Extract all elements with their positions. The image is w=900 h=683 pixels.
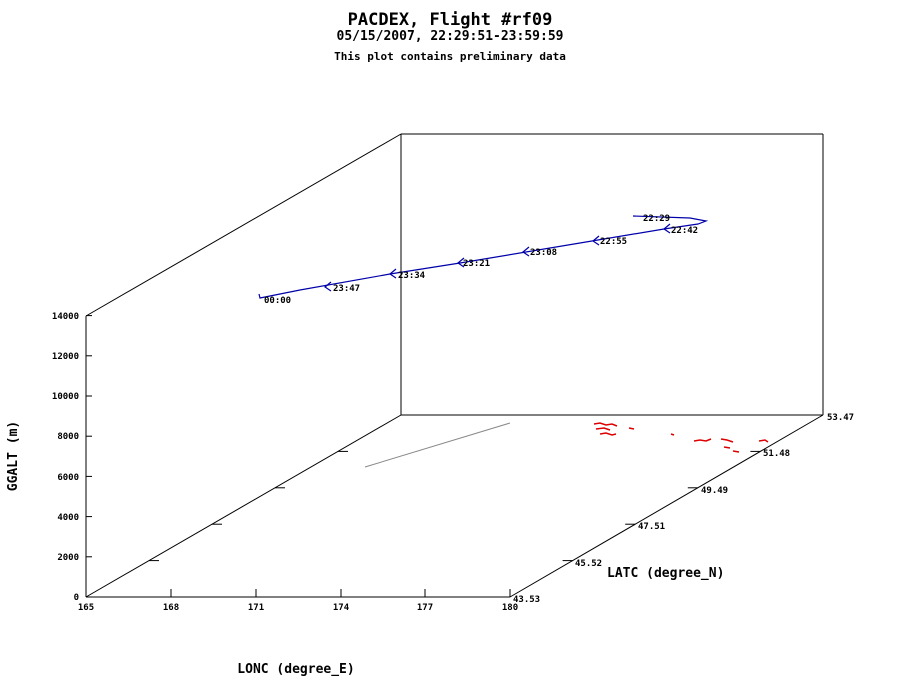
time-label-2308: 23:08: [530, 248, 557, 258]
left-top-edge: [85, 133, 402, 317]
direction-arrows: [323, 223, 671, 292]
track-arrow: [323, 281, 332, 292]
track-arrow: [591, 235, 600, 246]
ground-track-projection: [364, 422, 511, 468]
x-axis-label: LONC (degree_E): [237, 662, 354, 677]
z-tick-0: 0: [74, 593, 79, 603]
y-tick-45-52: 45.52: [575, 559, 602, 569]
flight-track: [258, 215, 709, 299]
left-bottom-edge: [85, 414, 402, 598]
track-arrow: [662, 223, 671, 234]
time-label-0000: 00:00: [264, 296, 291, 306]
y-tick-53-47: 53.47: [827, 413, 854, 423]
flight-track-line: [258, 215, 709, 299]
terrain-segment: [593, 422, 618, 427]
z-tick-12000: 12000: [52, 352, 79, 362]
track-arrow: [521, 246, 530, 257]
y-tick-43-53: 43.53: [513, 595, 540, 605]
chart-subtitle: 05/15/2007, 22:29:51-23:59:59: [337, 29, 564, 44]
plot-box: [85, 133, 824, 598]
z-tick-14000: 14000: [52, 312, 79, 322]
terrain-segment: [758, 439, 769, 443]
terrain-segment: [720, 438, 734, 443]
y-axis-label: LATC (degree_N): [607, 566, 724, 581]
time-label-2321: 23:21: [463, 259, 490, 269]
z-tick-2000: 2000: [57, 553, 79, 563]
track-arrow: [456, 257, 465, 268]
chart-title: PACDEX, Flight #rf09: [348, 10, 553, 30]
z-tick-4000: 4000: [57, 513, 79, 523]
terrain-series: [593, 422, 769, 453]
terrain-segment: [595, 427, 611, 431]
x-tick-165: 165: [78, 603, 94, 613]
terrain-segment: [670, 433, 675, 436]
time-label-2334: 23:34: [398, 271, 426, 281]
y-tick-51-48: 51.48: [763, 449, 790, 459]
chart-note: This plot contains preliminary data: [334, 50, 566, 63]
terrain-segment: [723, 446, 731, 449]
z-axis-label: GGALT (m): [6, 421, 21, 491]
time-label-2255: 22:55: [600, 237, 627, 247]
x-tick-180: 180: [502, 603, 518, 613]
right-bottom-edge: [509, 414, 824, 598]
z-tick-6000: 6000: [57, 473, 79, 483]
terrain-segment: [599, 432, 617, 436]
track-arrow: [388, 268, 397, 279]
time-label-2347: 23:47: [333, 284, 360, 294]
z-tick-10000: 10000: [52, 392, 79, 402]
tick-marks: [85, 315, 823, 598]
x-tick-174: 174: [333, 603, 350, 613]
time-label-2242: 22:42: [671, 226, 698, 236]
y-tick-49-49: 49.49: [701, 486, 728, 496]
y-tick-47-51: 47.51: [638, 522, 665, 532]
x-tick-168: 168: [163, 603, 179, 613]
x-tick-171: 171: [248, 603, 264, 613]
x-tick-177: 177: [417, 603, 433, 613]
terrain-segment: [732, 450, 740, 453]
time-label-2229: 22:29: [643, 214, 670, 224]
terrain-segment: [693, 438, 712, 442]
terrain-segment: [628, 427, 635, 430]
z-tick-8000: 8000: [57, 432, 79, 442]
